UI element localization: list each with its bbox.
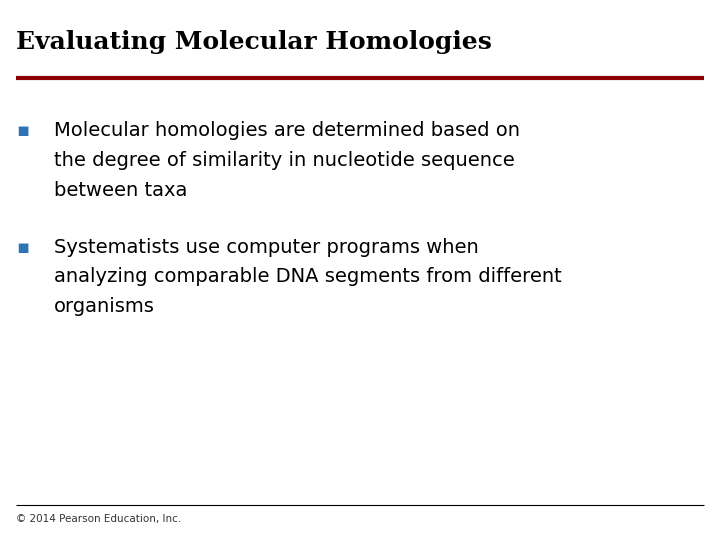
Text: Evaluating Molecular Homologies: Evaluating Molecular Homologies — [16, 30, 492, 53]
Text: Systematists use computer programs when: Systematists use computer programs when — [54, 238, 479, 256]
Text: © 2014 Pearson Education, Inc.: © 2014 Pearson Education, Inc. — [16, 514, 181, 524]
Text: organisms: organisms — [54, 297, 155, 316]
Text: between taxa: between taxa — [54, 181, 187, 200]
Text: ▪: ▪ — [16, 238, 29, 256]
Text: analyzing comparable DNA segments from different: analyzing comparable DNA segments from d… — [54, 267, 562, 286]
Text: Molecular homologies are determined based on: Molecular homologies are determined base… — [54, 122, 520, 140]
Text: the degree of similarity in nucleotide sequence: the degree of similarity in nucleotide s… — [54, 151, 515, 170]
Text: ▪: ▪ — [16, 122, 29, 140]
